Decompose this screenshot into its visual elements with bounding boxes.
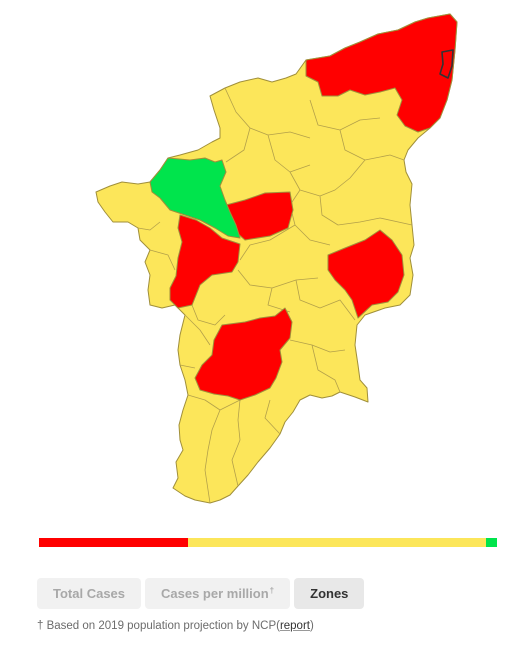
district-green-northwest[interactable] (149, 157, 241, 239)
district-red-west[interactable] (169, 214, 241, 309)
tab-label: Total Cases (53, 586, 126, 601)
metric-tabs: Total Cases Cases per million † Zones (37, 578, 365, 609)
zone-bar-segment-red (39, 538, 188, 547)
zone-distribution-bar (39, 538, 497, 547)
district-red-northeast[interactable] (305, 13, 458, 133)
tab-footnote-marker: † (269, 586, 275, 595)
tab-zones[interactable]: Zones (294, 578, 365, 609)
footnote-suffix: ) (309, 620, 314, 632)
tab-label: Cases per million (161, 586, 269, 601)
report-link[interactable]: report (279, 620, 310, 632)
district-highlighted-boundary[interactable] (439, 49, 454, 79)
tab-label: Zones (310, 586, 349, 601)
tab-total-cases[interactable]: Total Cases (37, 578, 142, 609)
zone-bar-segment-green (485, 538, 497, 547)
zone-bar-segment-orange (187, 538, 486, 547)
footnote-text: † Based on 2019 population projection by… (37, 620, 280, 632)
district-map-svg (95, 13, 458, 504)
tab-cases-per-million[interactable]: Cases per million † (145, 578, 291, 609)
footnote: † Based on 2019 population projection by… (37, 620, 314, 632)
district-red-east[interactable] (327, 229, 405, 319)
state-zone-map (95, 13, 458, 504)
district-red-south-central[interactable] (194, 307, 293, 401)
